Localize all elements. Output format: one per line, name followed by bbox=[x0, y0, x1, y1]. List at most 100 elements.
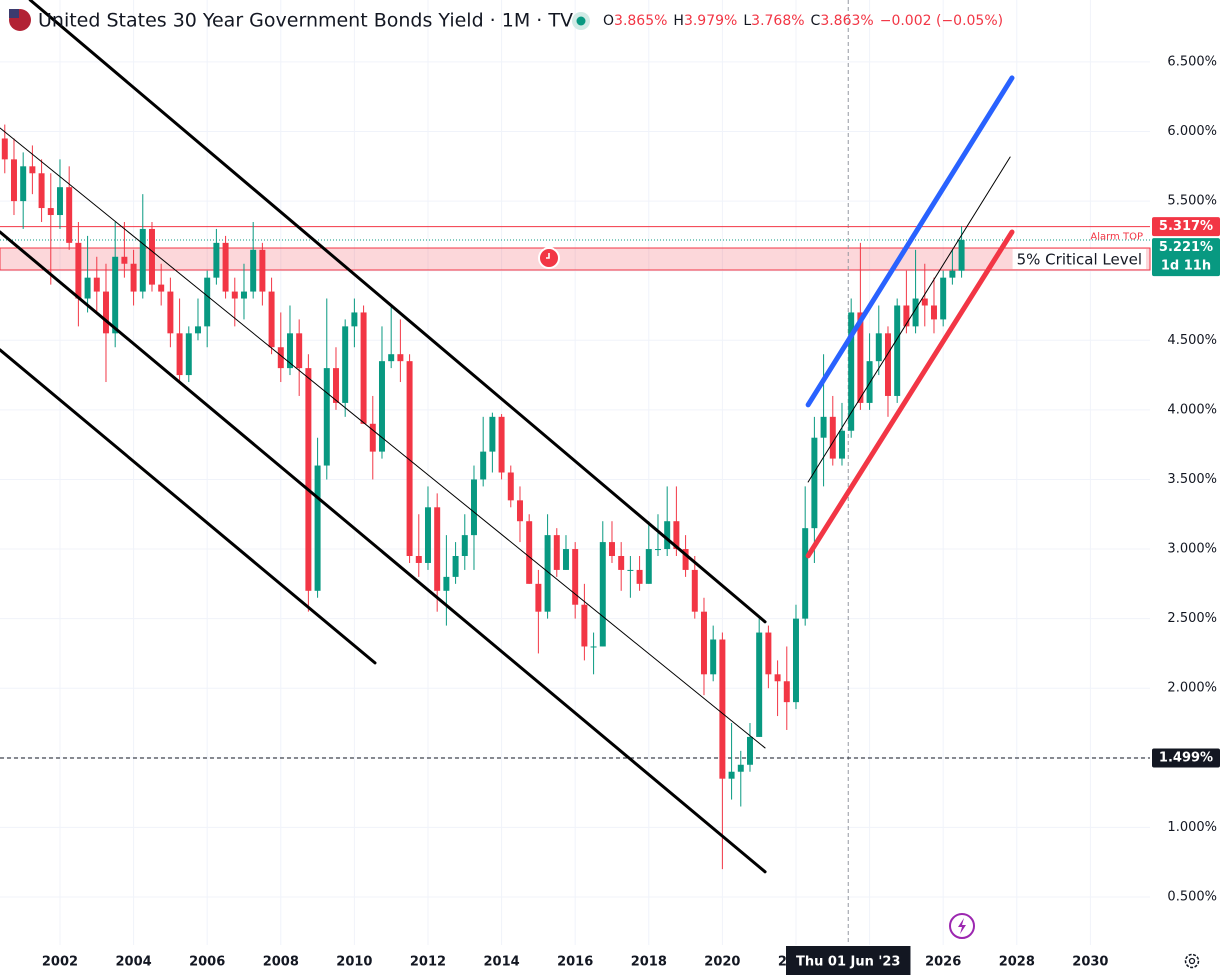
candle-body bbox=[746, 736, 753, 765]
candle-body bbox=[516, 500, 523, 522]
candle-body bbox=[434, 507, 441, 591]
candle-body bbox=[38, 173, 45, 209]
candle-body bbox=[231, 291, 238, 299]
candle-body bbox=[581, 604, 588, 647]
candle-body bbox=[56, 187, 63, 216]
ohlc-key: H bbox=[673, 13, 684, 29]
x-tick-label: 2028 bbox=[999, 955, 1035, 970]
candle-body bbox=[148, 228, 155, 285]
candle-body bbox=[875, 333, 882, 362]
x-tick-label: 2010 bbox=[336, 955, 372, 970]
candle-body bbox=[811, 437, 818, 529]
y-tick-label: 6.000% bbox=[1167, 124, 1217, 139]
candle-body bbox=[654, 549, 661, 551]
gear-outer[interactable] bbox=[1184, 953, 1200, 969]
trend-line bbox=[0, 348, 377, 665]
x-tick-label: 2012 bbox=[410, 955, 446, 970]
candle-body bbox=[130, 263, 137, 292]
y-tick-label: 4.000% bbox=[1167, 402, 1217, 417]
candle-body bbox=[894, 305, 901, 396]
candle-body bbox=[47, 208, 54, 216]
ohlc-value: 3.979% bbox=[684, 13, 737, 29]
candle-body bbox=[1, 138, 8, 160]
alarm-hand bbox=[546, 253, 550, 259]
candle-body bbox=[259, 249, 266, 292]
candle-body bbox=[66, 187, 73, 243]
y-tick-label: 2.000% bbox=[1167, 681, 1217, 696]
candle-body bbox=[848, 312, 855, 431]
candle-body bbox=[158, 284, 165, 292]
candle-body bbox=[636, 569, 643, 584]
candle-body bbox=[480, 451, 487, 480]
candle-body bbox=[268, 291, 275, 348]
y-tick-label: 0.500% bbox=[1167, 889, 1217, 904]
gear-inner bbox=[1188, 957, 1196, 965]
candle-body bbox=[553, 535, 560, 570]
x-tick-label: 2030 bbox=[1072, 955, 1108, 970]
candle-body bbox=[866, 361, 873, 403]
candle-body bbox=[572, 549, 579, 605]
trend-line bbox=[805, 229, 1015, 559]
candle-body bbox=[940, 277, 947, 320]
x-tick-label: 2014 bbox=[483, 955, 519, 970]
candle-body bbox=[507, 472, 514, 501]
candle-body bbox=[204, 277, 211, 327]
trend-line bbox=[28, 0, 767, 624]
candle-body bbox=[305, 368, 312, 591]
candle-body bbox=[388, 354, 395, 362]
candle-body bbox=[10, 159, 17, 202]
x-tick-label: 2018 bbox=[631, 955, 667, 970]
candle-body bbox=[949, 270, 956, 278]
price-badge-label: 5.221% bbox=[1159, 240, 1213, 255]
lightning-ring[interactable] bbox=[949, 913, 975, 939]
alarm-label: Alarm TOP bbox=[1090, 232, 1143, 243]
crosshair-label: Thu 01 Jun '23 bbox=[796, 955, 900, 970]
candle-body bbox=[360, 312, 367, 424]
critical-zone bbox=[0, 247, 1151, 271]
x-tick-label: 2002 bbox=[42, 955, 78, 970]
candle-body bbox=[112, 256, 119, 334]
candle-body bbox=[921, 298, 928, 306]
alarm-icon[interactable] bbox=[538, 247, 560, 269]
candle-body bbox=[397, 354, 404, 362]
candle-body bbox=[498, 416, 505, 473]
x-tick-label: 2004 bbox=[115, 955, 151, 970]
ohlc-key: C bbox=[811, 13, 821, 29]
candle-body bbox=[884, 333, 891, 396]
x-tick-label: 2006 bbox=[189, 955, 225, 970]
candle-body bbox=[296, 333, 303, 369]
candle-body bbox=[544, 535, 551, 612]
ohlc-key: O bbox=[603, 13, 614, 29]
candle-body bbox=[194, 326, 201, 334]
candle-body bbox=[139, 228, 146, 292]
lightning-icon[interactable] bbox=[949, 913, 975, 939]
candle-body bbox=[857, 312, 864, 403]
candle-body bbox=[958, 239, 965, 271]
candle-body bbox=[20, 166, 27, 202]
x-tick-label: 2026 bbox=[925, 955, 961, 970]
candle-body bbox=[691, 569, 698, 612]
candle-body bbox=[700, 611, 707, 675]
lightning-bolt bbox=[958, 918, 966, 934]
candle-body bbox=[710, 639, 717, 675]
trend-line bbox=[807, 156, 1011, 483]
settings-icon[interactable] bbox=[1184, 953, 1200, 969]
candle-body bbox=[792, 618, 799, 703]
ohlc-key: L bbox=[743, 13, 751, 29]
candle-body bbox=[470, 479, 477, 536]
candle-body bbox=[424, 507, 431, 563]
candle-body bbox=[765, 632, 772, 675]
candle-body bbox=[84, 277, 91, 299]
candle-body bbox=[673, 521, 680, 550]
candle-body bbox=[222, 242, 229, 292]
candle-body bbox=[323, 368, 330, 466]
candle-body bbox=[489, 416, 496, 452]
crosshair-label-bg bbox=[786, 946, 911, 975]
candle-body bbox=[286, 333, 293, 369]
price-badge bbox=[1152, 217, 1220, 237]
candle-body bbox=[737, 764, 744, 772]
candle-body bbox=[167, 291, 174, 334]
candle-body bbox=[314, 465, 321, 591]
candle-body bbox=[664, 521, 671, 550]
